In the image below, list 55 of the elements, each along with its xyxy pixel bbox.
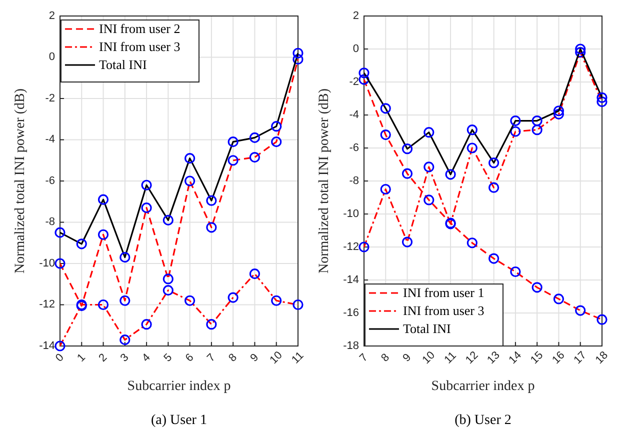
text: (a) User 1 — [151, 413, 207, 428]
y-tick-label: -12 — [343, 240, 359, 253]
x-tick-label: 15 — [528, 349, 546, 367]
x-tick-label: 6 — [183, 352, 196, 364]
x-tick-label: 18 — [593, 349, 611, 367]
x-tick-label: 12 — [464, 349, 481, 367]
legend-label: Total INI — [99, 57, 147, 72]
legend-label: INI from user 3 — [99, 39, 180, 54]
y-tick-label: 0 — [352, 42, 359, 55]
y-tick-label: -10 — [39, 257, 55, 270]
x-axis-title: Subcarrier index p — [431, 379, 535, 394]
legend-label: INI from user 2 — [99, 21, 180, 36]
x-tick-label: 10 — [420, 349, 438, 367]
x-tick-label: 9 — [400, 352, 414, 364]
x-tick-label: 3 — [118, 352, 132, 364]
y-tick-label: -2 — [349, 76, 359, 88]
x-tick-label: 8 — [379, 352, 392, 364]
y-tick-label: -6 — [349, 142, 359, 154]
y-tick-label: 0 — [48, 51, 55, 64]
x-tick-label: 17 — [572, 349, 589, 367]
x-axis-title: Subcarrier index p — [127, 379, 231, 394]
x-tick-label: 4 — [140, 352, 153, 364]
y-tick-label: -16 — [343, 306, 359, 319]
y-tick-label: -10 — [343, 208, 359, 220]
y-tick-label: 2 — [352, 10, 359, 22]
x-tick-label: 13 — [485, 349, 502, 367]
y-tick-label: -8 — [349, 174, 359, 187]
y-tick-label: 2 — [48, 10, 55, 22]
y-tick-label: -4 — [45, 134, 55, 146]
y-axis-title: Normalized total INI power (dB) — [317, 88, 332, 274]
x-tick-label: 16 — [550, 349, 568, 367]
y-tick-label: -18 — [343, 340, 359, 352]
y-axis-title: Normalized total INI power (dB) — [13, 88, 28, 274]
y-tick-label: -14 — [39, 340, 55, 352]
y-tick-label: -6 — [45, 174, 55, 187]
x-tick-label: 1 — [75, 352, 88, 364]
x-tick-label: 9 — [248, 352, 262, 364]
x-tick-label: 14 — [506, 349, 524, 367]
x-tick-label: 5 — [162, 352, 175, 364]
y-tick-label: -12 — [39, 298, 55, 311]
y-tick-label: -14 — [343, 274, 359, 286]
y-tick-label: -4 — [349, 108, 359, 121]
x-tick-label: 10 — [268, 349, 285, 367]
legend-label: INI from user 3 — [403, 303, 484, 318]
y-tick-label: -8 — [45, 216, 55, 228]
text: (b) User 2 — [454, 413, 512, 428]
legend-label: INI from user 1 — [403, 285, 484, 300]
x-tick-label: 8 — [226, 352, 240, 364]
x-tick-label: 11 — [290, 350, 306, 366]
x-tick-label: 2 — [96, 352, 110, 364]
x-tick-label: 7 — [358, 352, 370, 364]
legend-label: Total INI — [403, 321, 451, 336]
x-tick-label: 7 — [204, 352, 218, 364]
x-tick-label: 11 — [442, 350, 459, 366]
y-tick-label: -2 — [45, 92, 55, 104]
